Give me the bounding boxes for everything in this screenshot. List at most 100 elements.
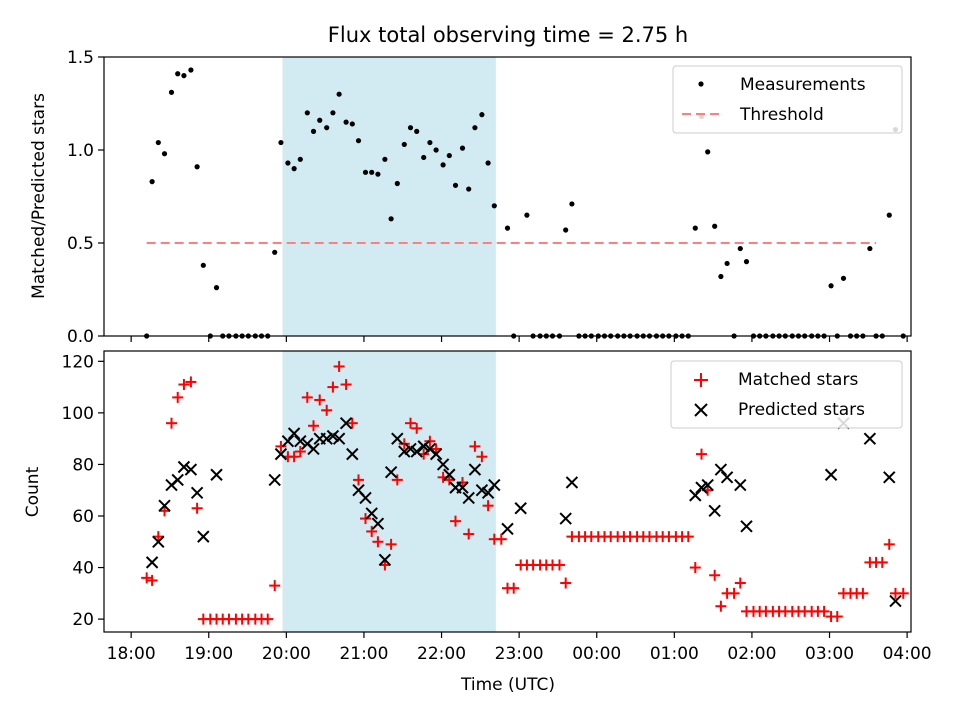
- measurement-point: [317, 117, 323, 123]
- predicted-star-point: [734, 478, 747, 492]
- predicted-star-point: [371, 517, 385, 530]
- measurement-point: [472, 125, 478, 131]
- matched-star-point: [359, 513, 371, 525]
- measurement-point: [394, 180, 400, 187]
- predicted-star-point: [320, 432, 333, 445]
- matched-star-point: [314, 394, 326, 406]
- predicted-star-point: [514, 502, 527, 515]
- measurement-point: [382, 156, 388, 162]
- predicted-star-point: [695, 481, 708, 494]
- matched-star-point: [301, 391, 313, 403]
- measurement-point: [188, 67, 194, 73]
- measurement-point: [692, 225, 698, 231]
- bottom-ytick-label: 20: [72, 610, 94, 630]
- measurement-point: [310, 128, 317, 134]
- measurement-point: [149, 179, 155, 185]
- matched-star-point: [372, 536, 384, 548]
- matched-star-point: [857, 587, 869, 599]
- measurement-point: [324, 125, 330, 131]
- matched-star-point: [185, 376, 197, 388]
- measurement-point: [369, 169, 375, 175]
- predicted-star-point: [720, 471, 734, 484]
- bottom-xtick-label: 21:00: [339, 644, 388, 664]
- matched-star-point: [695, 448, 707, 460]
- predicted-star-point: [689, 489, 702, 502]
- matched-star-point: [288, 451, 300, 463]
- predicted-star-point: [417, 440, 430, 453]
- matched-star-point: [553, 559, 565, 571]
- predicted-star-point: [481, 486, 495, 499]
- measurement-point: [479, 112, 485, 118]
- matched-star-point: [366, 525, 378, 537]
- legend-predicted-label: Predicted stars: [738, 400, 865, 420]
- predicted-star-point: [559, 512, 572, 525]
- matched-star-point: [191, 502, 203, 514]
- top-panel: 0.0 0.5 1.0 1.5 Matched/Predicted stars Mea…: [29, 48, 912, 347]
- measurement-point: [362, 169, 369, 175]
- predicted-star-point: [210, 468, 223, 481]
- measurement-point: [718, 273, 724, 280]
- matched-star-point: [508, 582, 520, 594]
- top-legend-box: [672, 65, 903, 134]
- predicted-star-point: [701, 478, 714, 492]
- matched-star-point: [883, 538, 895, 550]
- bottom-x-ticks: 18:00 19:00 20:00 21:00 22:00 23:00 00:00 01:00…: [107, 632, 932, 664]
- predicted-star-point: [384, 465, 398, 479]
- matched-star-point: [178, 379, 190, 391]
- measurement-point: [446, 152, 452, 159]
- matched-star-point: [385, 538, 397, 550]
- top-x-ticks: [130, 336, 908, 342]
- measurement-point: [336, 91, 342, 97]
- measurement-point: [737, 245, 743, 252]
- matched-star-point: [269, 580, 281, 592]
- predicted-star-point: [462, 491, 475, 505]
- measurement-point: [349, 121, 355, 127]
- bottom-ytick-label: 80: [72, 455, 94, 475]
- bottom-ytick-label: 40: [72, 559, 94, 579]
- matched-star-point: [469, 440, 481, 452]
- matched-star-point: [405, 417, 417, 429]
- measurement-point: [407, 125, 414, 131]
- bottom-xtick-label: 03:00: [805, 644, 854, 664]
- predicted-star-point: [339, 416, 353, 430]
- matched-star-point: [430, 443, 442, 455]
- matched-star-point: [152, 531, 164, 543]
- matched-star-point: [682, 531, 694, 543]
- predicted-star-point: [714, 463, 728, 476]
- matched-star-point: [346, 417, 358, 429]
- bottom-ytick-label: 60: [72, 507, 94, 527]
- top-ytick-label: 0.5: [67, 234, 94, 254]
- measurement-point: [491, 203, 497, 209]
- measurement-point: [388, 216, 394, 222]
- predicted-star-point: [443, 468, 456, 481]
- measurement-point: [297, 156, 303, 162]
- measurement-point: [569, 201, 575, 207]
- predicted-star-point: [391, 432, 404, 445]
- matched-star-point: [876, 556, 888, 568]
- measurement-point: [291, 166, 297, 172]
- measurement-point: [421, 154, 427, 161]
- top-y-ticks: 0.0 0.5 1.0 1.5: [67, 48, 104, 347]
- top-y-axis-label: Matched/Predicted stars: [29, 93, 49, 299]
- measurement-point: [867, 245, 873, 252]
- bottom-ytick-label: 120: [62, 352, 94, 372]
- matched-star-point: [321, 404, 333, 416]
- predicted-star-point: [501, 522, 514, 536]
- matched-star-point: [146, 574, 158, 586]
- matched-star-point: [340, 379, 352, 391]
- measurement-point: [524, 212, 530, 218]
- predicted-star-point: [197, 530, 210, 543]
- measurement-point: [168, 89, 175, 95]
- matched-star-point: [495, 533, 507, 545]
- matched-star-point: [476, 451, 488, 463]
- top-ytick-label: 1.0: [67, 141, 94, 161]
- predicted-star-point: [171, 473, 184, 487]
- predicted-star-point: [468, 463, 482, 476]
- matched-star-point: [424, 435, 436, 447]
- matched-star-point: [398, 438, 410, 450]
- matched-star-point: [327, 381, 339, 393]
- measurement-point: [304, 110, 310, 116]
- predicted-star-point: [565, 476, 579, 489]
- predicted-star-point: [824, 468, 838, 481]
- matched-star-point: [456, 476, 468, 488]
